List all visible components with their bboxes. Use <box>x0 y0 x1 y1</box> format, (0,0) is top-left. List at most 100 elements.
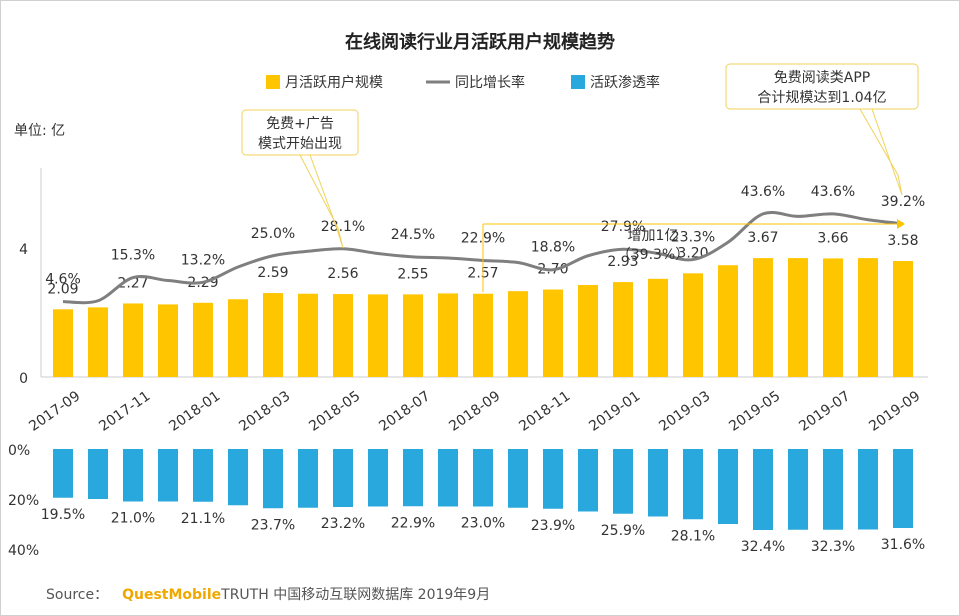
penetration-data-label: 32.4% <box>741 539 785 555</box>
source-brand: QuestMobile <box>122 587 222 603</box>
x-tick-label: 2019-05 <box>726 388 783 435</box>
mau-bar <box>193 302 213 377</box>
growth-data-label: 4.6% <box>45 272 81 288</box>
mau-bar <box>228 299 248 377</box>
penetration-bar <box>893 449 913 528</box>
mau-bar <box>753 258 773 377</box>
mau-data-label: 3.67 <box>747 230 778 246</box>
x-tick-label: 2017-09 <box>26 388 83 435</box>
y-tick-label: 4 <box>19 242 28 258</box>
mau-data-label: 3.58 <box>887 233 918 249</box>
increase-label: 增加1亿 <box>628 228 679 244</box>
growth-data-label: 15.3% <box>111 248 155 264</box>
penetration-data-label: 22.9% <box>391 515 435 531</box>
source-prefix: Source： <box>46 587 109 603</box>
mau-bar <box>123 303 143 377</box>
penetration-bar <box>403 449 423 507</box>
penetration-data-label: 32.3% <box>811 539 855 555</box>
penetration-data-label: 21.0% <box>111 511 155 527</box>
x-tick-label: 2019-09 <box>866 388 923 435</box>
growth-data-label: 13.2% <box>181 252 225 268</box>
callout-free-apps-line: 合计规模达到1.04亿 <box>757 90 886 106</box>
callout-ad-model-line: 免费+广告 <box>266 116 334 132</box>
callout-ad-model-line: 模式开始出现 <box>258 136 342 152</box>
mau-bar <box>613 282 633 377</box>
mau-bar <box>648 278 668 377</box>
mau-bar <box>88 307 108 377</box>
penetration-bar <box>718 449 738 524</box>
penetration-bar <box>438 449 458 507</box>
increase-arrow <box>897 219 905 229</box>
x-tick-label: 2018-03 <box>236 388 293 435</box>
x-tick-label: 2018-01 <box>166 388 223 435</box>
mau-bar <box>263 293 283 377</box>
mau-bar <box>858 258 878 377</box>
penetration-bar <box>228 449 248 506</box>
mau-bar <box>403 294 423 377</box>
legend-swatch-penetration <box>571 75 585 89</box>
growth-data-label: 24.5% <box>391 227 435 243</box>
x-tick-label: 2019-01 <box>586 388 643 435</box>
penetration-bar <box>53 449 73 498</box>
source-text: TRUTH 中国移动互联网数据库 2019年9月 <box>221 587 491 603</box>
mau-bar <box>333 294 353 377</box>
penetration-data-label: 23.9% <box>531 518 575 534</box>
growth-data-label: 18.8% <box>531 240 575 256</box>
legend-swatch-mau <box>266 75 280 89</box>
mau-bar <box>298 293 318 377</box>
mau-data-label: 2.55 <box>397 266 428 282</box>
penetration-data-label: 19.5% <box>41 507 85 523</box>
increase-pct-label: （39.3%） <box>617 247 689 263</box>
penetration-bar <box>613 449 633 514</box>
y2-tick-label: 20% <box>8 493 39 509</box>
penetration-data-label: 21.1% <box>181 511 225 527</box>
penetration-data-label: 23.7% <box>251 517 295 533</box>
penetration-bar <box>788 449 808 530</box>
penetration-data-label: 28.1% <box>671 528 715 544</box>
penetration-data-label: 31.6% <box>881 537 925 553</box>
mau-data-label: 2.09 <box>47 281 78 297</box>
legend-label-mau: 月活跃用户规模 <box>285 74 383 91</box>
growth-data-label: 43.6% <box>741 184 785 200</box>
penetration-data-label: 23.2% <box>321 516 365 532</box>
mau-bar <box>683 273 703 377</box>
legend-label-penetration: 活跃渗透率 <box>590 74 660 91</box>
callout-free-apps-line: 免费阅读类APP <box>774 69 870 86</box>
mau-data-label: 3.66 <box>817 230 848 246</box>
mau-bar <box>158 304 178 377</box>
penetration-bar <box>823 449 843 530</box>
mau-bar <box>473 293 493 377</box>
callout-free-apps-pointer <box>859 108 903 196</box>
mau-bar <box>438 293 458 377</box>
penetration-bar <box>333 449 353 507</box>
x-tick-label: 2018-11 <box>516 388 573 435</box>
mau-data-label: 2.59 <box>257 265 288 281</box>
growth-data-label: 25.0% <box>251 226 295 242</box>
penetration-bar <box>508 449 528 508</box>
penetration-bar <box>193 449 213 502</box>
penetration-bar <box>648 449 668 517</box>
legend-label-growth: 同比增长率 <box>455 74 525 91</box>
penetration-bar <box>123 449 143 502</box>
penetration-data-label: 25.9% <box>601 523 645 539</box>
x-tick-label: 2018-05 <box>306 388 363 435</box>
penetration-bar <box>368 449 388 507</box>
callout-free-apps-box <box>725 63 919 110</box>
growth-data-label: 28.1% <box>321 219 365 235</box>
growth-data-label: 27.9% <box>601 219 645 235</box>
penetration-data-label: 23.0% <box>461 516 505 532</box>
penetration-bar <box>578 449 598 512</box>
y2-tick-label: 0% <box>8 443 30 459</box>
x-tick-label: 2019-07 <box>796 388 853 435</box>
penetration-bar <box>858 449 878 530</box>
y-tick-label: 0 <box>19 371 28 387</box>
penetration-bar <box>298 449 318 508</box>
source-note: Source： QuestMobileTRUTH 中国移动互联网数据库 2019年… <box>46 584 490 604</box>
penetration-bar <box>88 449 108 499</box>
unit-label: 单位: 亿 <box>14 123 65 139</box>
growth-data-label: 39.2% <box>881 194 925 210</box>
mau-bar <box>788 258 808 377</box>
mau-bar <box>578 284 598 377</box>
mau-bar <box>893 261 913 377</box>
